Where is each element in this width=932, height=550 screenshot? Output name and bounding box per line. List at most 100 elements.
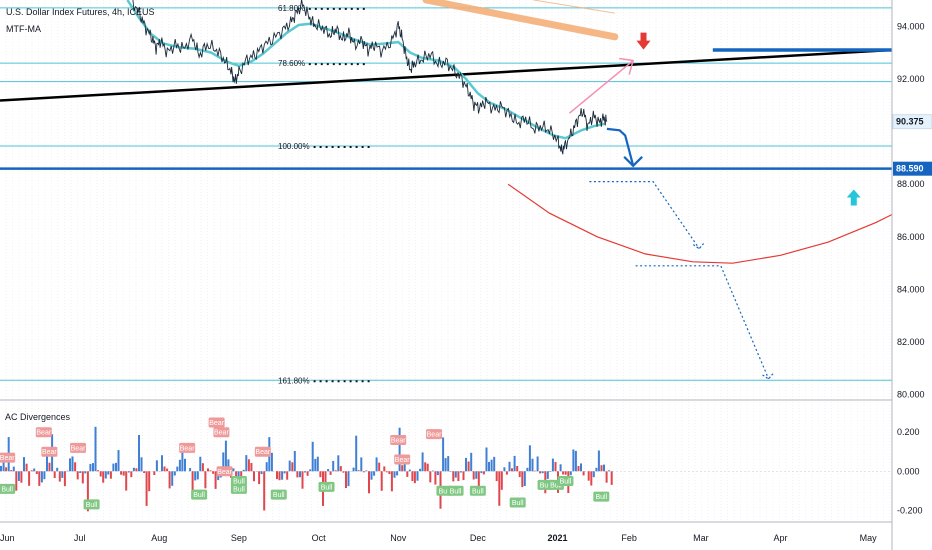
oscillator-bar — [569, 471, 572, 476]
orange-band-line — [422, 0, 619, 41]
cyan-up-arrow-icon — [846, 189, 861, 206]
oscillator-bar — [495, 471, 498, 482]
time-axis-tick-label: Aug — [151, 533, 167, 543]
divergence-badge — [318, 481, 335, 492]
oscillator-bar — [242, 469, 245, 472]
divergence-badge — [557, 476, 574, 487]
black-trendline — [0, 48, 893, 102]
time-axis-tick-label: Mar — [693, 533, 709, 543]
oscillator-bar — [546, 471, 549, 479]
oscillator-bar — [603, 464, 605, 472]
oscillator-bar — [143, 471, 146, 473]
oscillator-bar — [132, 467, 135, 472]
oscillator-bar — [396, 471, 399, 476]
oscillator-bar — [43, 471, 46, 480]
oscillator-bar — [411, 471, 414, 481]
oscillator-bar — [107, 471, 110, 475]
divergence-badge-label: Bull — [450, 488, 462, 495]
divergence-badge — [509, 497, 526, 508]
oscillator-bar — [122, 471, 125, 476]
divergence-badge-label: Bear — [214, 430, 229, 437]
oscillator-bar — [413, 471, 416, 484]
oscillator-bar — [201, 463, 204, 472]
oscillator-bar — [355, 435, 358, 472]
oscillator-bar — [564, 471, 567, 475]
oscillator-bar — [86, 471, 89, 512]
oscillator-bar — [237, 471, 240, 481]
oscillator-axis-tick-label: -0.200 — [897, 505, 923, 515]
red-arc — [507, 183, 893, 264]
oscillator-bar — [580, 463, 582, 472]
oscillator-bar — [600, 465, 603, 472]
divergence-badge-label: Bear — [180, 445, 195, 452]
oscillator-bar — [117, 450, 120, 472]
oscillator-bar — [99, 471, 102, 477]
oscillator-bar — [518, 471, 521, 477]
oscillator-bar — [554, 462, 557, 472]
oscillator-bar — [130, 471, 133, 478]
oscillator-bar — [388, 471, 391, 474]
oscillator-bar — [327, 469, 330, 472]
oscillator-bar — [15, 471, 18, 491]
oscillator-bar — [253, 471, 255, 482]
oscillator-bar — [498, 471, 501, 506]
oscillator-bar — [148, 471, 151, 492]
oscillator-bar — [258, 471, 261, 485]
oscillator-bar — [63, 471, 66, 487]
dotted-arrow-head — [762, 372, 775, 380]
oscillator-bar — [360, 457, 363, 472]
oscillator-bar — [30, 470, 33, 472]
oscillator-bar — [526, 467, 529, 472]
fib-level-label: 161.80% — [278, 376, 310, 385]
oscillator-title: AC Divergences — [5, 412, 71, 422]
oscillator-bar — [316, 456, 319, 472]
oscillator-bar — [184, 458, 186, 472]
price-axis-tick-label: 82.000 — [897, 337, 925, 347]
price-axis-tick-label: 84.000 — [897, 284, 925, 294]
divergence-badge-label: Bull — [512, 500, 524, 507]
oscillator-bar — [421, 452, 424, 472]
divergence-badge-label: Bull — [560, 479, 572, 486]
oscillator-bar — [436, 471, 439, 476]
oscillator-bar — [511, 468, 513, 472]
divergence-badge — [270, 489, 287, 500]
time-axis-tick-label: May — [860, 533, 878, 543]
oscillator-bar — [288, 460, 291, 472]
oscillator-bar — [337, 455, 340, 472]
oscillator-bar — [444, 458, 447, 472]
oscillator-bar — [299, 471, 301, 478]
oscillator-bar — [536, 456, 539, 472]
oscillator-bar — [559, 464, 562, 472]
oscillator-bar — [500, 471, 503, 490]
oscillator-bar — [345, 471, 347, 488]
oscillator-bar — [171, 471, 174, 486]
oscillator-bar — [592, 471, 595, 478]
divergence-badge — [390, 435, 407, 446]
oscillator-bar — [380, 471, 383, 491]
oscillator-bar — [61, 471, 64, 478]
oscillator-bar — [176, 466, 179, 472]
oscillator-bar — [196, 471, 199, 480]
oscillator-bar — [115, 462, 117, 472]
oscillator-bar — [373, 471, 376, 476]
price-axis-tick-label: 92.000 — [897, 74, 925, 84]
oscillator-bar — [314, 458, 317, 472]
oscillator-bar — [339, 466, 342, 472]
oscillator-bar — [403, 461, 406, 472]
oscillator-bar — [365, 470, 368, 472]
divergence-badge — [208, 417, 225, 428]
oscillator-bar — [398, 427, 401, 472]
oscillator-bar — [577, 466, 580, 472]
oscillator-bar — [5, 467, 8, 472]
oscillator-bar — [347, 471, 350, 487]
oscillator-bar — [452, 471, 455, 482]
oscillator-bar — [189, 468, 192, 472]
oscillator-bar — [534, 470, 536, 472]
oscillator-bar — [447, 456, 450, 472]
oscillator-bar — [378, 462, 381, 472]
divergence-badge-label: Bull — [193, 492, 205, 499]
current-price-tag-label: 90.375 — [896, 117, 924, 127]
oscillator-bar — [138, 435, 140, 472]
oscillator-bar — [434, 471, 437, 485]
